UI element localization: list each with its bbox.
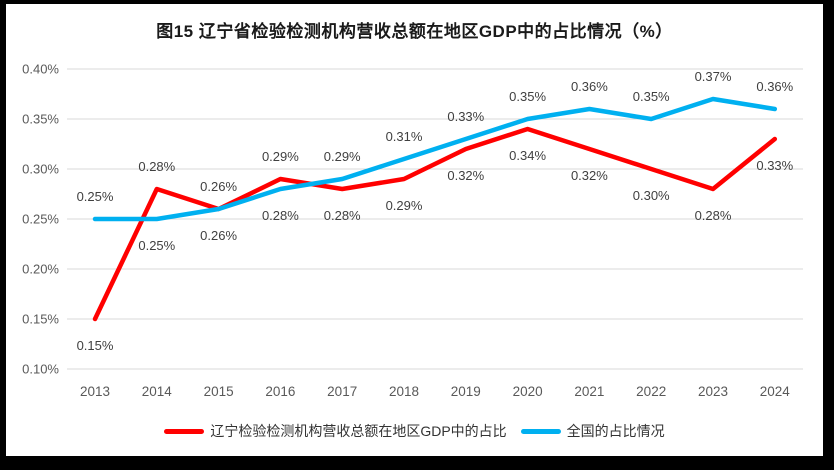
data-label: 0.34% [509,148,546,163]
data-label: 0.28% [262,208,299,223]
data-label: 0.32% [571,168,608,183]
data-label: 0.35% [509,89,546,104]
series-line-1 [92,96,778,222]
data-label: 0.26% [200,228,237,243]
data-label: 0.29% [262,149,299,164]
y-tick-label: 0.30% [22,162,59,177]
y-tick-label: 0.15% [22,312,59,327]
data-label: 0.28% [695,208,732,223]
data-label: 0.26% [200,179,237,194]
data-label: 0.36% [571,79,608,94]
x-tick-label: 2017 [327,384,357,399]
chart-canvas: 0.10%0.15%0.20%0.25%0.30%0.35%0.40%2013 2… [22,62,803,399]
y-gridlines [67,68,803,370]
legend-swatch-liaoning-line [164,428,205,434]
data-labels: 0.15% 0.28% 0.26% 0.29% 0.28% 0.29% 0.32% 0.34%… [77,69,794,353]
x-axis-labels: 2013 2014 2015 2016 2017 2018 2019 2020 2021 2022… [80,384,790,399]
chart-legend: 辽宁检验检测机构营收总额在地区GDP中的占比 全国的占比情况 [6,417,823,445]
x-tick-label: 2013 [80,384,110,399]
data-label: 0.29% [386,198,423,213]
x-tick-label: 2018 [389,384,419,399]
x-tick-label: 2014 [142,384,173,399]
data-label: 0.37% [695,69,732,84]
series-lines [92,96,778,322]
data-label: 0.25% [77,189,114,204]
x-tick-label: 2016 [265,384,295,399]
legend-label-liaoning: 辽宁检验检测机构营收总额在地区GDP中的占比 [210,423,507,439]
x-tick-label: 2023 [698,384,728,399]
data-label: 0.28% [324,208,361,223]
x-tick-label: 2019 [451,384,481,399]
data-label: 0.32% [447,168,484,183]
data-label: 0.29% [324,149,361,164]
chart-frame: 图15 辽宁省检验检测机构营收总额在地区GDP中的占比情况（%） 0.10% 0.… [6,4,823,456]
data-label: 0.33% [447,109,484,124]
y-tick-label: 0.25% [22,212,59,227]
legend-swatch-national-line [520,428,561,434]
data-label: 0.25% [138,238,175,253]
series-line-0 [92,126,778,322]
x-tick-label: 2020 [513,384,543,399]
y-tick-label: 0.35% [22,112,59,127]
data-label: 0.30% [633,188,670,203]
data-label: 0.15% [77,338,114,353]
y-axis-labels: 0.10% 0.15% 0.20% 0.25% 0.30% 0.35% 0.40% [22,62,59,377]
data-label: 0.36% [756,79,793,94]
legend-label-national: 全国的占比情况 [566,423,665,439]
x-tick-label: 2024 [760,384,791,399]
y-tick-label: 0.10% [22,362,59,377]
data-label: 0.35% [633,89,670,104]
x-tick-label: 2015 [204,384,234,399]
data-label: 0.28% [138,159,175,174]
data-label: 0.31% [386,129,423,144]
chart-title: 图15 辽宁省检验检测机构营收总额在地区GDP中的占比情况（%） [156,22,673,41]
x-tick-label: 2022 [636,384,666,399]
y-tick-label: 0.20% [22,262,59,277]
y-tick-label: 0.40% [22,62,59,77]
data-label: 0.33% [756,158,793,173]
x-tick-label: 2021 [574,384,604,399]
